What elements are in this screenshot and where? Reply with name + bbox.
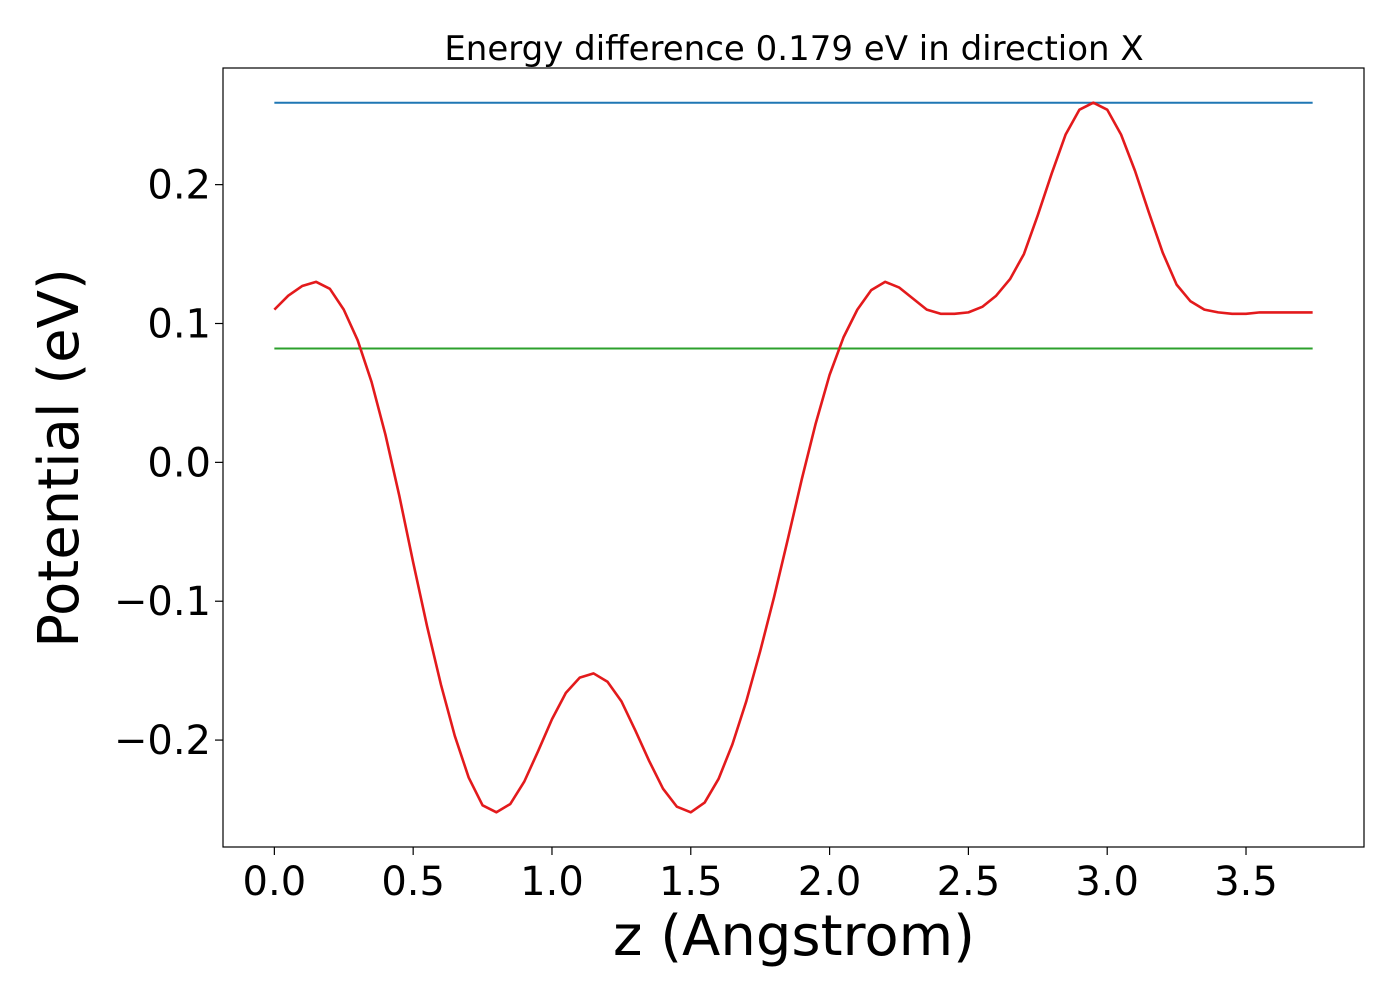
x-tick-label: 2.0 xyxy=(798,859,862,905)
plot-frame xyxy=(222,67,1365,848)
x-tick-label: 0.5 xyxy=(381,859,445,905)
series-line-potential xyxy=(273,101,1313,814)
y-axis-label: Potential (eV) xyxy=(27,268,92,648)
x-axis-label: z (Angstrom) xyxy=(613,904,975,969)
x-tick-label: 1.0 xyxy=(520,859,584,905)
y-tick-label: 0.0 xyxy=(147,440,211,486)
y-tick-label: 0.1 xyxy=(147,302,211,348)
plot-area xyxy=(273,101,1313,814)
y-axis: −0.2 −0.1 0.0 0.1 0.2 xyxy=(114,163,223,764)
chart-title: Energy difference 0.179 eV in direction … xyxy=(444,29,1143,69)
y-tick-label: −0.2 xyxy=(114,718,211,764)
x-tick-label: 3.0 xyxy=(1075,859,1139,905)
x-tick-label: 3.5 xyxy=(1214,859,1278,905)
x-tick-label: 0.0 xyxy=(243,859,307,905)
y-tick-label: 0.2 xyxy=(147,163,211,209)
y-tick-label: −0.1 xyxy=(114,579,211,625)
x-tick-label: 2.5 xyxy=(937,859,1001,905)
x-tick-label: 1.5 xyxy=(659,859,723,905)
x-axis: 0.0 0.5 1.0 1.5 2.0 2.5 3.0 3.5 xyxy=(243,847,1278,905)
